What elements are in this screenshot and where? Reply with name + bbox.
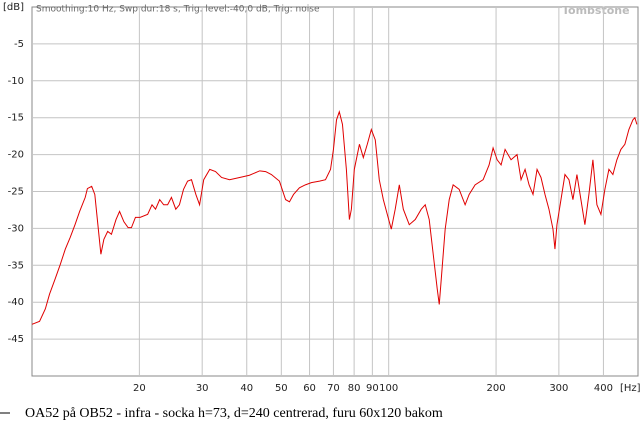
y-tick-label: -15 bbox=[8, 113, 24, 124]
header: Smoothing:10 Hz, Swp dur:18 s, Trig. lev… bbox=[36, 5, 320, 15]
y-tick-label: -30 bbox=[8, 223, 24, 234]
y-tick-label: -45 bbox=[8, 334, 24, 345]
x-tick-label: 200 bbox=[487, 383, 506, 394]
y-tick-label: -10 bbox=[8, 76, 24, 87]
x-tick-label: 50 bbox=[275, 383, 288, 394]
x-tick-label: 30 bbox=[196, 383, 209, 394]
caption: OA52 på OB52 - infra - socka h=73, d=240… bbox=[25, 406, 443, 421]
x-tick-label: 300 bbox=[549, 383, 568, 394]
x-tick-label: 70 bbox=[327, 383, 340, 394]
x-unit: [Hz] bbox=[620, 383, 641, 394]
y-unit: [dB] bbox=[3, 2, 24, 13]
y-tick-label: -5 bbox=[14, 39, 24, 50]
x-tick-label: 90 bbox=[366, 383, 379, 394]
response-line bbox=[31, 110, 638, 325]
x-tick-label: 20 bbox=[133, 383, 146, 394]
x-tick-label: 80 bbox=[348, 383, 361, 394]
y-tick-label: -20 bbox=[8, 150, 24, 161]
x-tick-label: 60 bbox=[303, 383, 316, 394]
x-tick-label: 100 bbox=[379, 383, 398, 394]
y-tick-label: -25 bbox=[8, 187, 24, 198]
y-tick-label: -40 bbox=[8, 297, 24, 308]
grid bbox=[32, 7, 638, 376]
y-tick-label: -35 bbox=[8, 260, 24, 271]
watermark: Tombstone bbox=[562, 4, 630, 17]
x-tick-label: 400 bbox=[594, 383, 613, 394]
x-tick-label: 40 bbox=[240, 383, 253, 394]
